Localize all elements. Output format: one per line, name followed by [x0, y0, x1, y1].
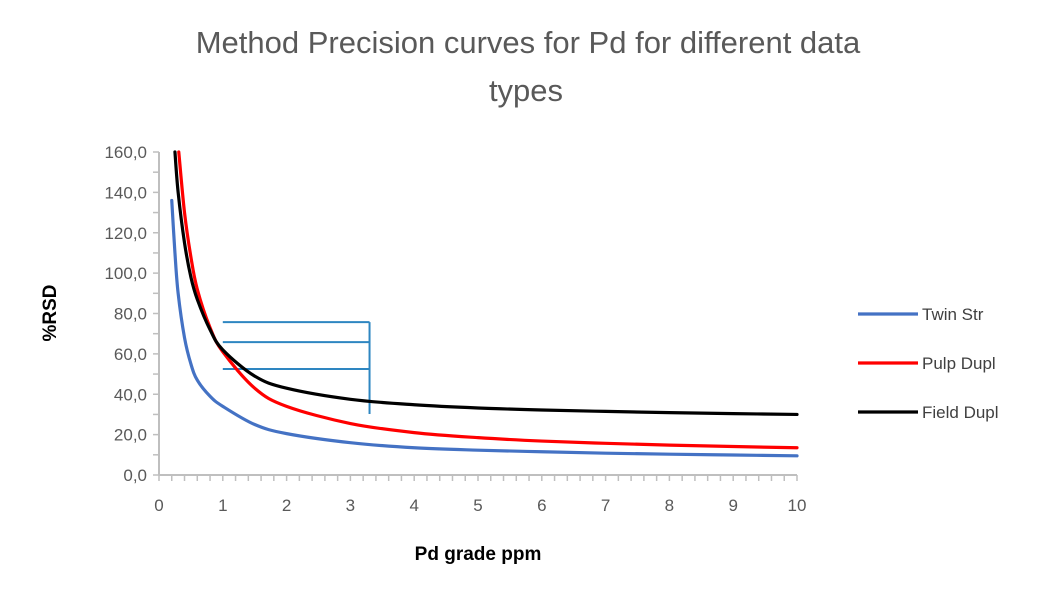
x-tick-label: 9	[728, 496, 737, 515]
x-tick-label: 2	[282, 496, 291, 515]
series-line-pulp-dupl	[177, 150, 799, 450]
y-tick-label: 120,0	[104, 224, 147, 243]
x-tick-label: 5	[473, 496, 482, 515]
y-tick-label: 60,0	[114, 345, 147, 364]
y-axis-label: %RSD	[40, 284, 61, 341]
x-axis-label: Pd grade ppm	[415, 544, 542, 565]
legend-label-twin-str: Twin Str	[922, 305, 984, 324]
legend-label-field-dupl: Field Dupl	[922, 403, 999, 422]
series-group	[170, 150, 799, 458]
series-line-field-dupl	[173, 150, 799, 417]
legend-label-pulp-dupl: Pulp Dupl	[922, 354, 996, 373]
x-tick-label: 7	[601, 496, 610, 515]
x-tick-label: 4	[409, 496, 418, 515]
y-tick-label: 40,0	[114, 385, 147, 404]
x-tick-label: 0	[154, 496, 163, 515]
axes: 0,0 20,0 40,0 60,0 80,0 100,0 120,0 140,0 160,0 0…	[104, 143, 806, 515]
x-tick-label: 6	[537, 496, 546, 515]
legend: Twin Str Pulp Dupl Field Dupl	[858, 305, 999, 422]
y-tick-label: 100,0	[104, 264, 147, 283]
y-tick-label: 0,0	[123, 466, 147, 485]
y-tick-label: 160,0	[104, 143, 147, 162]
y-tick-label: 20,0	[114, 426, 147, 445]
y-tick-label: 80,0	[114, 305, 147, 324]
x-tick-label: 3	[346, 496, 355, 515]
x-tick-label: 1	[218, 496, 227, 515]
series-line-twin-str	[170, 198, 799, 458]
x-tick-label: 10	[788, 496, 807, 515]
chart-title-line-1: Method Precision curves for Pd for diffe…	[196, 25, 861, 60]
x-tick-label: 8	[665, 496, 674, 515]
y-tick-label: 140,0	[104, 183, 147, 202]
chart-title-line-2: types	[489, 73, 563, 108]
annotations	[222, 321, 371, 415]
